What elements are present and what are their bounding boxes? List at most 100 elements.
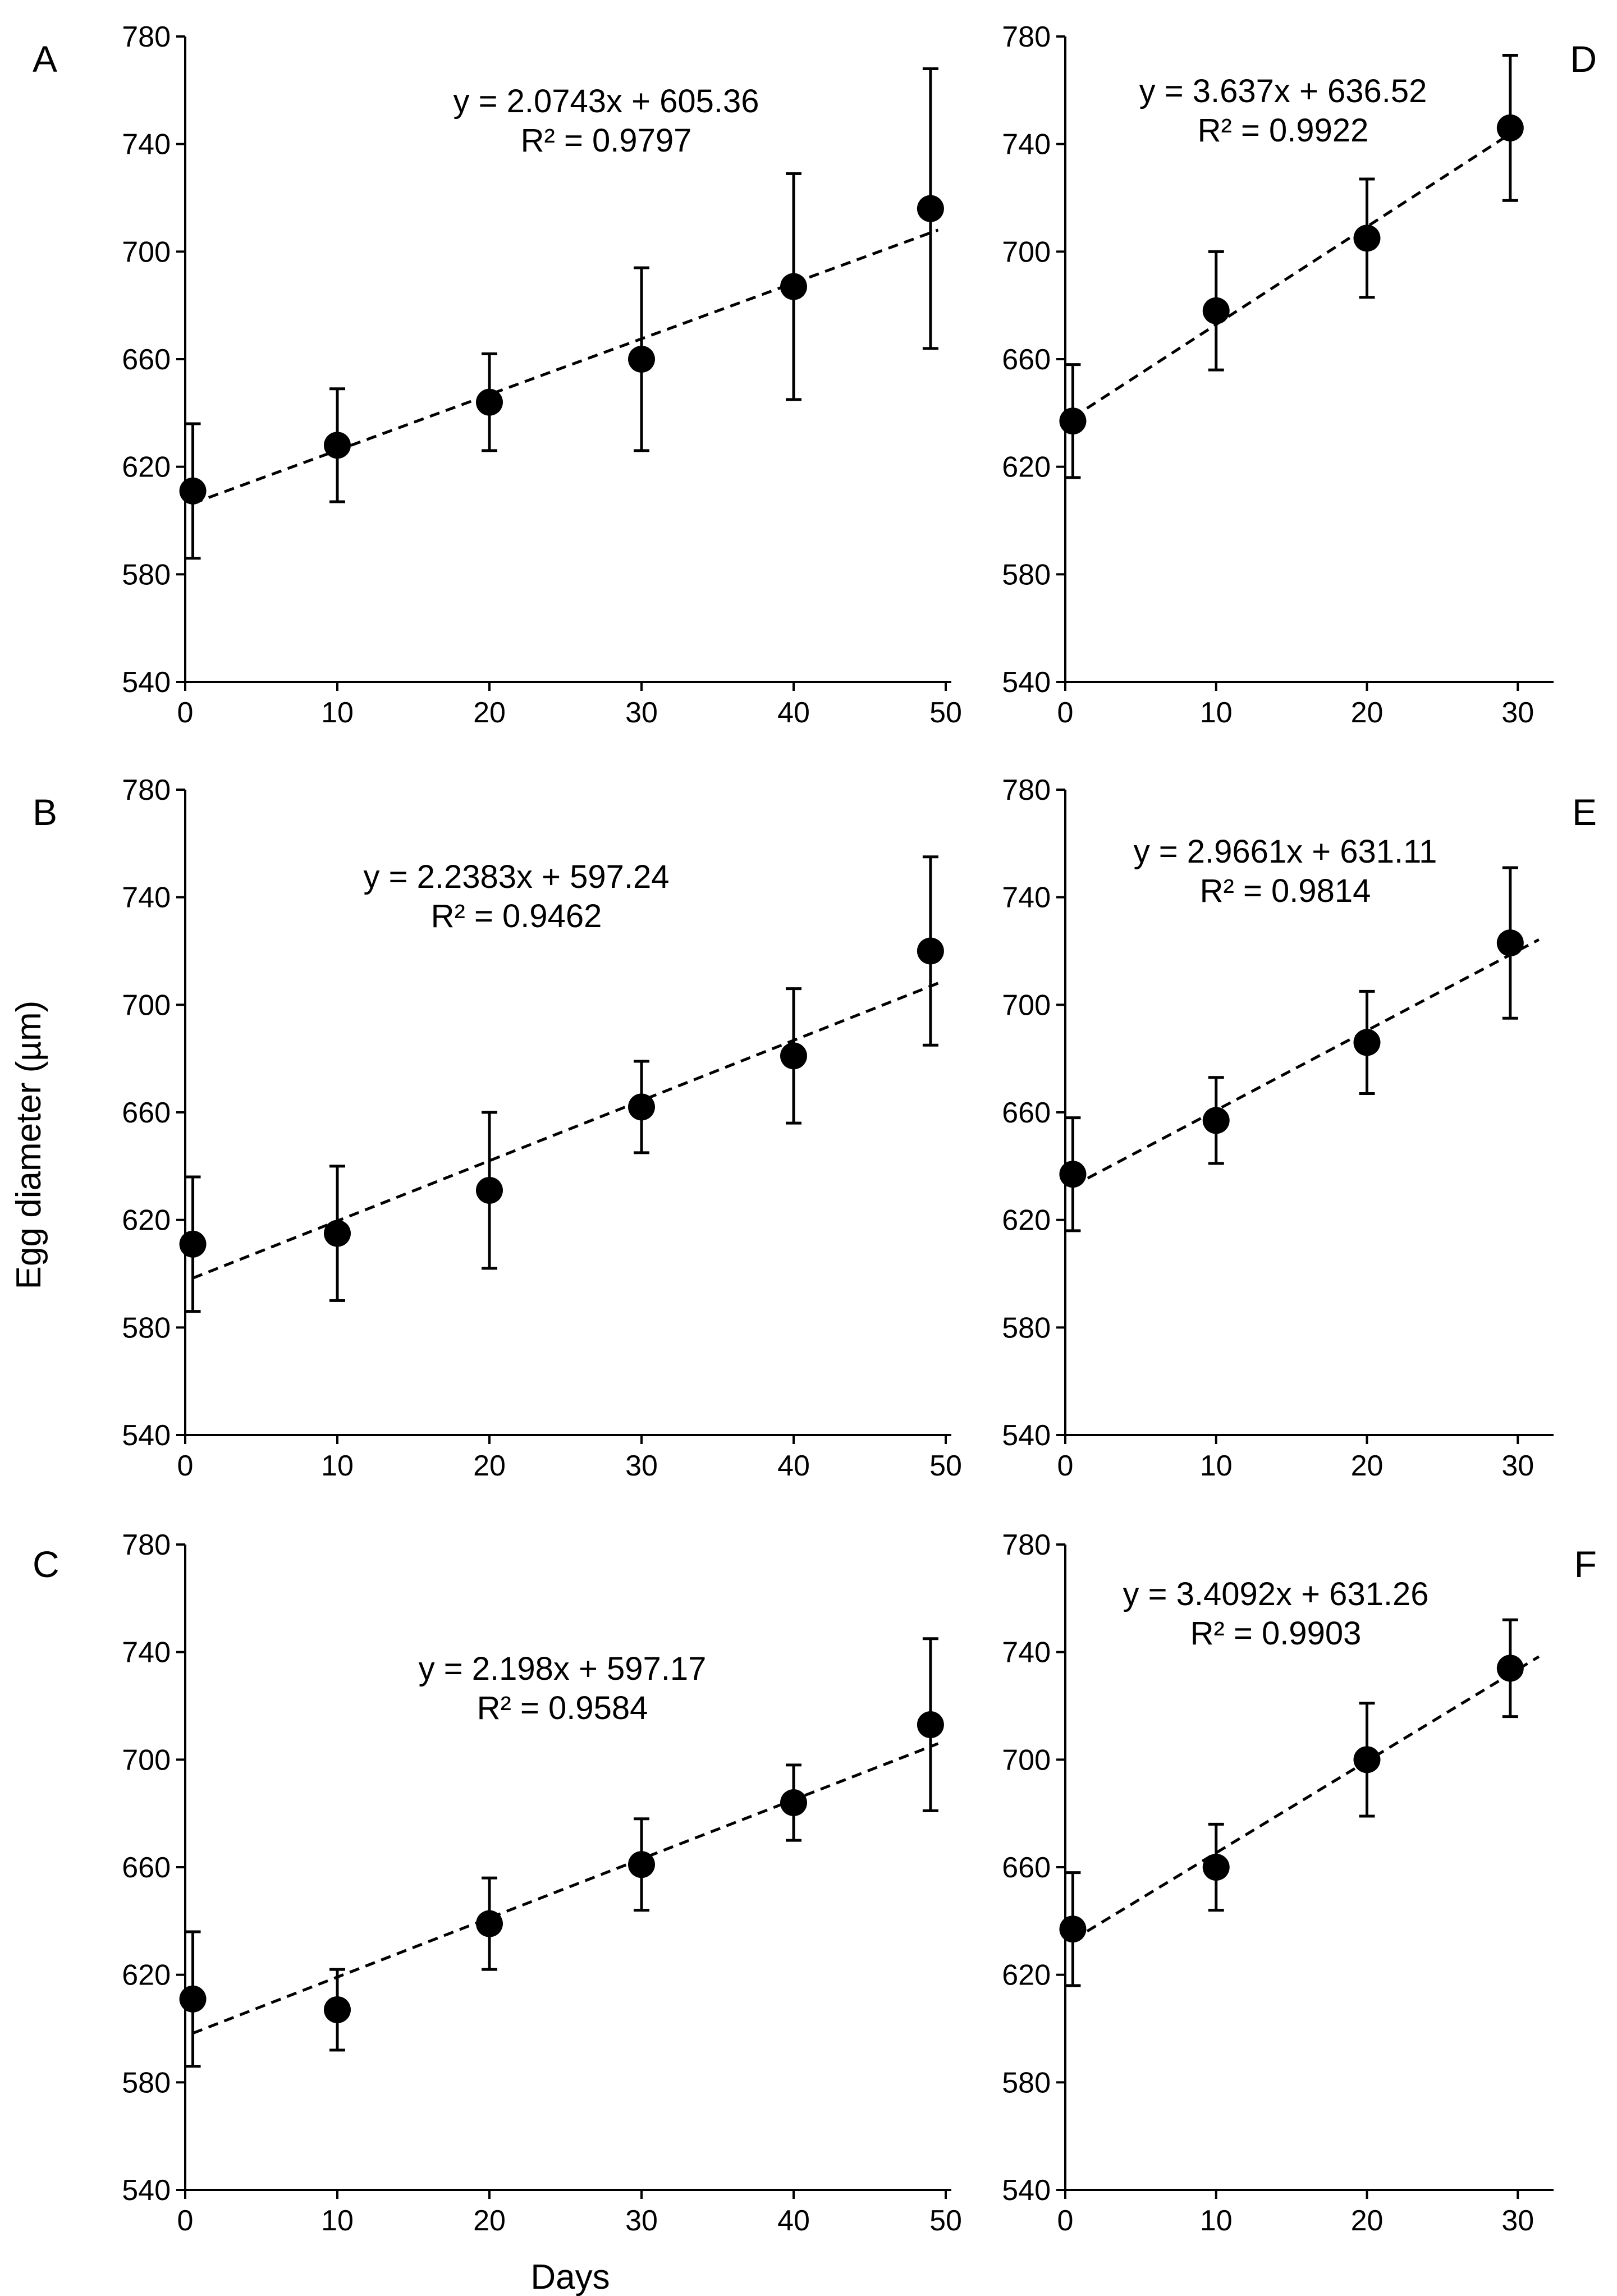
trend-line xyxy=(192,1742,939,2035)
data-point xyxy=(780,273,807,300)
data-point xyxy=(1496,114,1524,141)
r-squared-label: R² = 0.9462 xyxy=(431,898,602,934)
regression-equation: y = 3.637x + 636.52 xyxy=(1139,73,1427,109)
y-tick-label: 580 xyxy=(122,1312,171,1344)
y-tick-label: 620 xyxy=(1002,1204,1051,1237)
data-point xyxy=(476,1910,503,1937)
panel-letter: B xyxy=(33,791,57,833)
y-tick-label: 780 xyxy=(122,21,171,53)
data-point xyxy=(179,477,207,505)
data-point xyxy=(1353,1746,1381,1773)
data-point xyxy=(780,1789,807,1816)
data-point xyxy=(628,346,655,373)
x-tick-label: 0 xyxy=(177,696,194,729)
data-point xyxy=(1353,224,1381,252)
trend-line xyxy=(1072,1655,1540,1941)
data-point xyxy=(917,1711,944,1739)
x-tick-label: 40 xyxy=(777,696,810,729)
r-squared-label: R² = 0.9903 xyxy=(1190,1615,1362,1652)
y-tick-label: 700 xyxy=(122,1744,171,1776)
data-point xyxy=(1059,1161,1087,1188)
data-point xyxy=(1496,929,1524,957)
x-axis-title: Days xyxy=(530,2258,610,2296)
x-tick-label: 0 xyxy=(177,1450,194,1482)
panel-letter: A xyxy=(33,38,57,80)
x-tick-label: 50 xyxy=(929,2205,962,2237)
x-tick-label: 50 xyxy=(929,1450,962,1482)
y-tick-label: 620 xyxy=(122,451,171,484)
panel-b: 540 580 620 660 700 740 780 0 10 20 30 40 50 By = 2.2… xyxy=(33,774,962,1482)
y-tick-label: 620 xyxy=(1002,451,1051,484)
trend-line xyxy=(1072,130,1514,419)
panel-letter: C xyxy=(33,1543,59,1585)
y-tick-label: 740 xyxy=(1002,1637,1051,1669)
trend-line xyxy=(1072,938,1540,1188)
y-tick-label: 780 xyxy=(122,1529,171,1561)
y-axis-title: Egg diameter (µm) xyxy=(10,1001,48,1290)
x-tick-label: 30 xyxy=(625,696,658,729)
x-tick-label: 40 xyxy=(777,2205,810,2237)
regression-equation: y = 2.198x + 597.17 xyxy=(419,1651,707,1687)
y-tick-label: 540 xyxy=(1002,2174,1051,2207)
y-tick-label: 660 xyxy=(1002,1852,1051,1884)
x-tick-label: 30 xyxy=(1501,1450,1534,1482)
data-point xyxy=(476,1176,503,1204)
x-tick-label: 20 xyxy=(1351,2205,1384,2237)
x-tick-label: 10 xyxy=(1200,1450,1233,1482)
y-tick-label: 660 xyxy=(1002,343,1051,376)
data-point xyxy=(628,1851,655,1878)
data-point xyxy=(1496,1655,1524,1682)
x-tick-label: 20 xyxy=(473,2205,506,2237)
panel-letter: D xyxy=(1570,38,1597,80)
regression-equation: y = 2.9661x + 631.11 xyxy=(1134,833,1437,870)
y-tick-label: 780 xyxy=(1002,21,1051,53)
x-tick-label: 30 xyxy=(1501,696,1534,729)
r-squared-label: R² = 0.9922 xyxy=(1198,112,1369,149)
y-tick-label: 580 xyxy=(1002,558,1051,591)
y-tick-label: 660 xyxy=(122,343,171,376)
data-point xyxy=(179,1230,207,1258)
data-point xyxy=(324,1220,351,1247)
y-tick-label: 660 xyxy=(122,1852,171,1884)
y-tick-label: 740 xyxy=(1002,882,1051,914)
r-squared-label: R² = 0.9814 xyxy=(1200,873,1371,909)
y-tick-label: 780 xyxy=(1002,774,1051,806)
data-point xyxy=(780,1042,807,1070)
data-point xyxy=(476,388,503,416)
trend-line xyxy=(192,982,939,1280)
y-tick-label: 700 xyxy=(122,236,171,268)
y-tick-label: 540 xyxy=(1002,1419,1051,1452)
y-tick-label: 740 xyxy=(122,129,171,161)
regression-equation: y = 2.2383x + 597.24 xyxy=(364,859,670,895)
x-tick-label: 0 xyxy=(1057,696,1074,729)
y-tick-label: 540 xyxy=(122,1419,171,1452)
x-tick-label: 10 xyxy=(1200,2205,1233,2237)
y-tick-label: 580 xyxy=(1002,2066,1051,2099)
x-tick-label: 10 xyxy=(321,2205,354,2237)
x-tick-label: 10 xyxy=(321,1450,354,1482)
y-tick-label: 740 xyxy=(1002,129,1051,161)
y-tick-label: 580 xyxy=(122,2066,171,2099)
data-point xyxy=(179,1985,207,2013)
y-tick-label: 660 xyxy=(1002,1097,1051,1129)
x-tick-label: 20 xyxy=(1351,696,1384,729)
panel-f: 540 580 620 660 700 740 780 0 10 20 30 Fy = 3.4092x… xyxy=(1002,1529,1597,2237)
regression-equation: y = 2.0743x + 605.36 xyxy=(454,83,759,120)
x-tick-label: 20 xyxy=(473,696,506,729)
y-tick-label: 700 xyxy=(1002,1744,1051,1776)
x-tick-label: 30 xyxy=(625,2205,658,2237)
y-tick-label: 580 xyxy=(1002,1312,1051,1344)
x-tick-label: 0 xyxy=(177,2205,194,2237)
data-point xyxy=(1202,1854,1230,1881)
y-tick-label: 540 xyxy=(122,666,171,699)
x-tick-label: 30 xyxy=(625,1450,658,1482)
y-tick-label: 740 xyxy=(122,1637,171,1669)
x-tick-label: 0 xyxy=(1057,2205,1074,2237)
data-point xyxy=(917,937,944,965)
x-tick-label: 40 xyxy=(777,1450,810,1482)
y-tick-label: 660 xyxy=(122,1097,171,1129)
x-tick-label: 50 xyxy=(929,696,962,729)
x-tick-label: 10 xyxy=(1200,696,1233,729)
y-tick-label: 620 xyxy=(122,1959,171,1992)
